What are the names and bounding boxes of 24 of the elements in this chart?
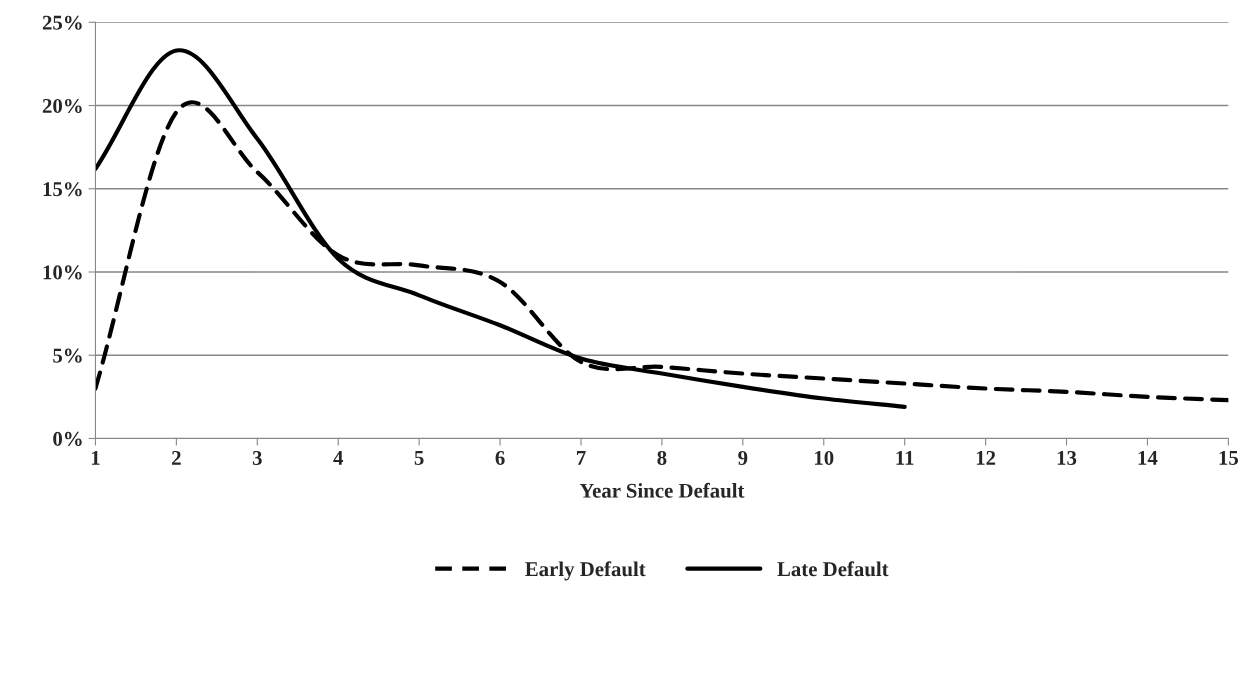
y-tick-label: 5% (53, 348, 82, 363)
y-tick-label: 10% (43, 265, 82, 280)
x-tick-label: 10 (815, 450, 834, 465)
x-tick-label: 6 (495, 450, 505, 465)
x-tick-label: 13 (1057, 450, 1077, 465)
y-tick-label: 20% (42, 98, 82, 114)
legend-label: Late Default (777, 561, 889, 577)
y-tick-label: 15% (43, 182, 82, 197)
x-tick-label: 3 (252, 450, 262, 465)
x-tick-label: 15 (1219, 450, 1239, 465)
x-tick-label: 9 (738, 450, 748, 465)
x-tick-label: 14 (1138, 450, 1158, 465)
x-tick-label: 11 (896, 450, 914, 465)
x-tick-label: 5 (414, 451, 424, 465)
x-tick-label: 4 (333, 451, 344, 465)
y-tick-label: 0% (53, 431, 82, 446)
x-tick-label: 8 (657, 450, 667, 465)
x-tick-label: 2 (172, 450, 181, 465)
x-axis-title: Year Since Default (579, 482, 745, 498)
y-tick-label: 25% (42, 15, 82, 30)
x-tick-label: 12 (976, 450, 996, 465)
x-tick-label: 1 (91, 450, 100, 465)
x-tick-label: 7 (576, 451, 586, 465)
legend-label: Early Default (525, 561, 646, 581)
